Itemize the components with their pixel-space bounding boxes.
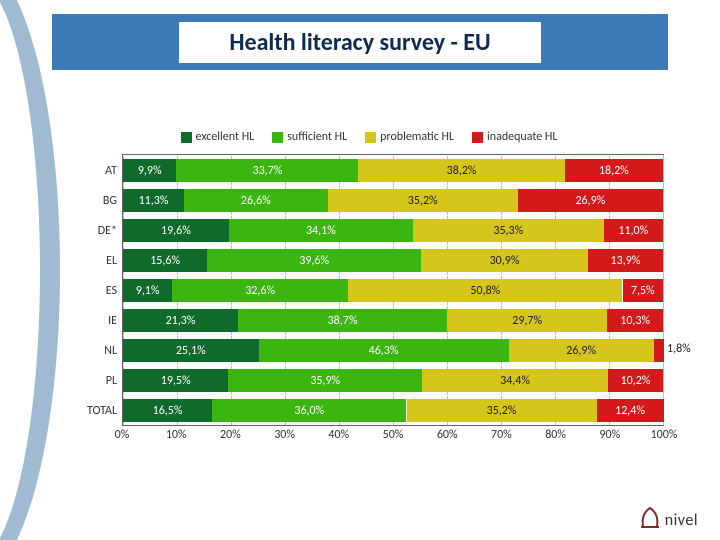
bar-segment: 10,3% <box>607 309 663 332</box>
x-tick-label: 40% <box>328 428 349 442</box>
hl-chart: excellent HL sufficient HL problematic H… <box>74 130 664 448</box>
bar-segment: 33,7% <box>176 159 358 182</box>
bar-segment: 10,2% <box>608 369 663 392</box>
bar-segment: 13,9% <box>588 249 663 272</box>
bar-segment: 21,3% <box>123 309 238 332</box>
bar-segment: 26,9% <box>518 189 663 212</box>
category-label: ES <box>75 276 117 306</box>
bar-segment: 26,6% <box>184 189 328 212</box>
legend-item-sufficient: sufficient HL <box>272 130 347 144</box>
square-icon <box>272 132 283 143</box>
legend-label: problematic HL <box>380 130 454 144</box>
bar-row: ES9,1%32,6%50,8%7,5% <box>123 275 663 305</box>
bar-segment: 46,3% <box>259 339 509 362</box>
bar-segment: 25,1% <box>123 339 259 362</box>
x-tick-label: 70% <box>491 428 512 442</box>
bar-segment: 19,6% <box>123 219 229 242</box>
bar-row: TOTAL16,5%36,0%35,2%12,4% <box>123 395 663 425</box>
bar-value-label: 1,8% <box>667 342 691 356</box>
bar-row: IE21,3%38,7%29,7%10,3% <box>123 305 663 335</box>
page-title: Health literacy survey - EU <box>179 22 540 63</box>
bar-segment: 15,6% <box>123 249 207 272</box>
plot-area: AT9,9%33,7%38,2%18,2%BG11,3%26,6%35,2%26… <box>122 154 664 426</box>
square-icon <box>181 132 192 143</box>
x-tick-label: 0% <box>115 428 130 442</box>
x-tick-label: 10% <box>166 428 187 442</box>
bar-segment: 35,2% <box>328 189 518 212</box>
x-tick-label: 30% <box>274 428 295 442</box>
grid-line <box>663 155 664 425</box>
square-icon <box>472 132 483 143</box>
x-axis: 0%10%20%30%40%50%60%70%80%90%100% <box>122 426 664 448</box>
bar-row: BG11,3%26,6%35,2%26,9% <box>123 185 663 215</box>
bar-row: DE*19,6%34,1%35,3%11,0% <box>123 215 663 245</box>
category-label: TOTAL <box>75 396 117 426</box>
x-tick-label: 60% <box>437 428 458 442</box>
bar-segment: 38,2% <box>358 159 564 182</box>
category-label: NL <box>75 336 117 366</box>
bar-segment: 39,6% <box>207 249 421 272</box>
bar-segment: 29,7% <box>447 309 607 332</box>
logo-icon <box>639 504 661 530</box>
bar-row: EL15,6%39,6%30,9%13,9% <box>123 245 663 275</box>
bar-segment: 50,8% <box>348 279 622 302</box>
bar-segment: 18,2% <box>565 159 663 182</box>
bar-row: PL19,5%35,9%34,4%10,2% <box>123 365 663 395</box>
x-tick-label: 20% <box>220 428 241 442</box>
category-label: DE* <box>75 216 117 246</box>
bar-segment: 11,3% <box>123 189 184 212</box>
bar-segment: 11,0% <box>604 219 663 242</box>
category-label: IE <box>75 306 117 336</box>
bar-segment: 35,9% <box>228 369 422 392</box>
category-label: BG <box>75 186 117 216</box>
legend-item-inadequate: inadequate HL <box>472 130 557 144</box>
category-label: EL <box>75 246 117 276</box>
bar-segment: 35,3% <box>413 219 604 242</box>
bar-segment: 32,6% <box>172 279 348 302</box>
logo-text: nivel <box>665 511 698 530</box>
bar-segment: 12,4% <box>597 399 664 422</box>
x-tick-label: 100% <box>651 428 678 442</box>
x-tick-label: 80% <box>545 428 566 442</box>
slide-border-arc <box>0 0 60 540</box>
bar-segment <box>654 339 664 362</box>
legend: excellent HL sufficient HL problematic H… <box>74 130 664 144</box>
bar-segment: 34,4% <box>422 369 608 392</box>
legend-label: inadequate HL <box>487 130 557 144</box>
x-tick-label: 50% <box>383 428 404 442</box>
bar-segment: 19,5% <box>123 369 228 392</box>
legend-item-problematic: problematic HL <box>365 130 454 144</box>
bar-segment: 34,1% <box>229 219 413 242</box>
x-tick-label: 90% <box>599 428 620 442</box>
bar-segment: 7,5% <box>623 279 664 302</box>
bar-segment: 9,1% <box>123 279 172 302</box>
square-icon <box>365 132 376 143</box>
legend-item-excellent: excellent HL <box>181 130 255 144</box>
bar-segment: 35,2% <box>407 399 597 422</box>
category-label: AT <box>75 156 117 186</box>
bar-segment: 16,5% <box>123 399 212 422</box>
title-bar: Health literacy survey - EU <box>52 14 668 70</box>
nivel-logo: nivel <box>639 504 698 530</box>
category-label: PL <box>75 366 117 396</box>
bar-row: NL25,1%46,3%26,9%1,8% <box>123 335 663 365</box>
bar-segment: 38,7% <box>238 309 447 332</box>
bar-segment: 26,9% <box>509 339 654 362</box>
legend-label: sufficient HL <box>287 130 347 144</box>
bar-segment: 30,9% <box>421 249 588 272</box>
bar-row: AT9,9%33,7%38,2%18,2% <box>123 155 663 185</box>
bar-segment: 9,9% <box>123 159 176 182</box>
legend-label: excellent HL <box>196 130 255 144</box>
bar-segment: 36,0% <box>212 399 406 422</box>
